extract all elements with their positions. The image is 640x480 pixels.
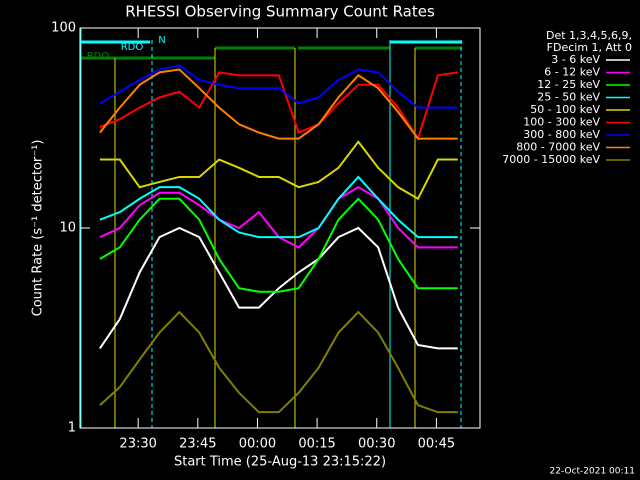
x-tick-label: 00:45 [418, 437, 455, 452]
series-line [99, 71, 458, 141]
series-line [99, 175, 458, 239]
annotation: RDO [87, 51, 110, 62]
timestamp: 22-Oct-2021 00:11 [550, 467, 635, 477]
series-line [99, 68, 458, 140]
flag-bars [80, 40, 462, 60]
legend-label: 12 - 25 keV [537, 78, 600, 91]
series-line [99, 197, 458, 293]
y-axis-label: Count Rate (s⁻¹ detector⁻¹) [31, 140, 46, 317]
x-tick-label: 00:30 [358, 437, 395, 452]
y-tick-label: 1 [68, 421, 76, 436]
series-line [99, 140, 458, 201]
legend-label: 25 - 50 keV [537, 91, 600, 104]
legend-label: 50 - 100 keV [530, 103, 600, 116]
series-line [99, 226, 458, 350]
legend-header: Det 1,3,4,5,6,9, [546, 29, 632, 42]
legend-label: 7000 - 15000 keV [502, 153, 600, 166]
annotation: RDO [121, 42, 144, 53]
y-tick-label: 100 [51, 21, 76, 36]
y-tick-label: 10 [59, 221, 76, 236]
legend-header: FDecim 1, Att 0 [547, 41, 632, 54]
legend-label: 300 - 800 keV [523, 128, 600, 141]
annotation: N [158, 35, 165, 46]
x-tick-label: 00:15 [298, 437, 335, 452]
legend-label: 800 - 7000 keV [516, 141, 600, 154]
series-line [99, 310, 458, 414]
chart-title: RHESSI Observing Summary Count Rates [125, 3, 435, 21]
x-tick-label: 23:30 [119, 437, 156, 452]
legend-label: 100 - 300 keV [523, 116, 600, 129]
legend-label: 6 - 12 keV [544, 66, 600, 79]
legend-label: 3 - 6 keV [551, 53, 600, 66]
series-line [99, 64, 458, 109]
x-tick-label: 23:45 [179, 437, 216, 452]
x-tick-label: 00:00 [239, 437, 276, 452]
x-axis-label: Start Time (25-Aug-13 23:15:22) [174, 455, 386, 470]
